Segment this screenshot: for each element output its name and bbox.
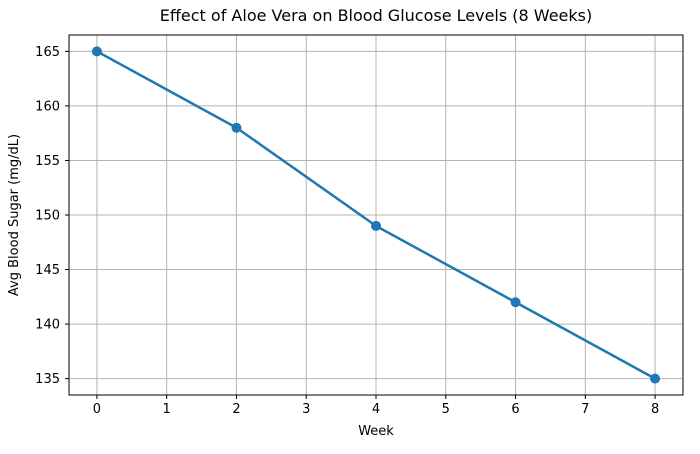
- data-point: [91, 46, 102, 57]
- x-tick-label: 8: [651, 402, 659, 417]
- y-tick-label: 160: [35, 99, 60, 114]
- y-tick-label: 155: [35, 154, 60, 169]
- x-tick-label: 4: [372, 402, 380, 417]
- x-tick-label: 5: [442, 402, 450, 417]
- x-tick-label: 7: [581, 402, 589, 417]
- x-tick-label: 2: [232, 402, 240, 417]
- y-axis-label: Avg Blood Sugar (mg/dL): [7, 134, 22, 296]
- x-tick-label: 3: [302, 402, 310, 417]
- x-tick-label: 0: [93, 402, 101, 417]
- y-tick-label: 140: [35, 318, 60, 333]
- x-axis-label: Week: [358, 424, 394, 439]
- y-tick-label: 145: [35, 263, 60, 278]
- data-point: [510, 297, 521, 308]
- data-point: [371, 220, 381, 231]
- x-tick-label: 6: [511, 402, 519, 417]
- chart-title: Effect of Aloe Vera on Blood Glucose Lev…: [160, 6, 592, 25]
- y-tick-label: 165: [35, 45, 60, 60]
- y-tick-label: 135: [35, 372, 60, 387]
- data-point: [650, 373, 661, 384]
- data-point: [231, 122, 242, 133]
- y-tick-label: 150: [35, 209, 60, 224]
- x-tick-label: 1: [163, 402, 171, 417]
